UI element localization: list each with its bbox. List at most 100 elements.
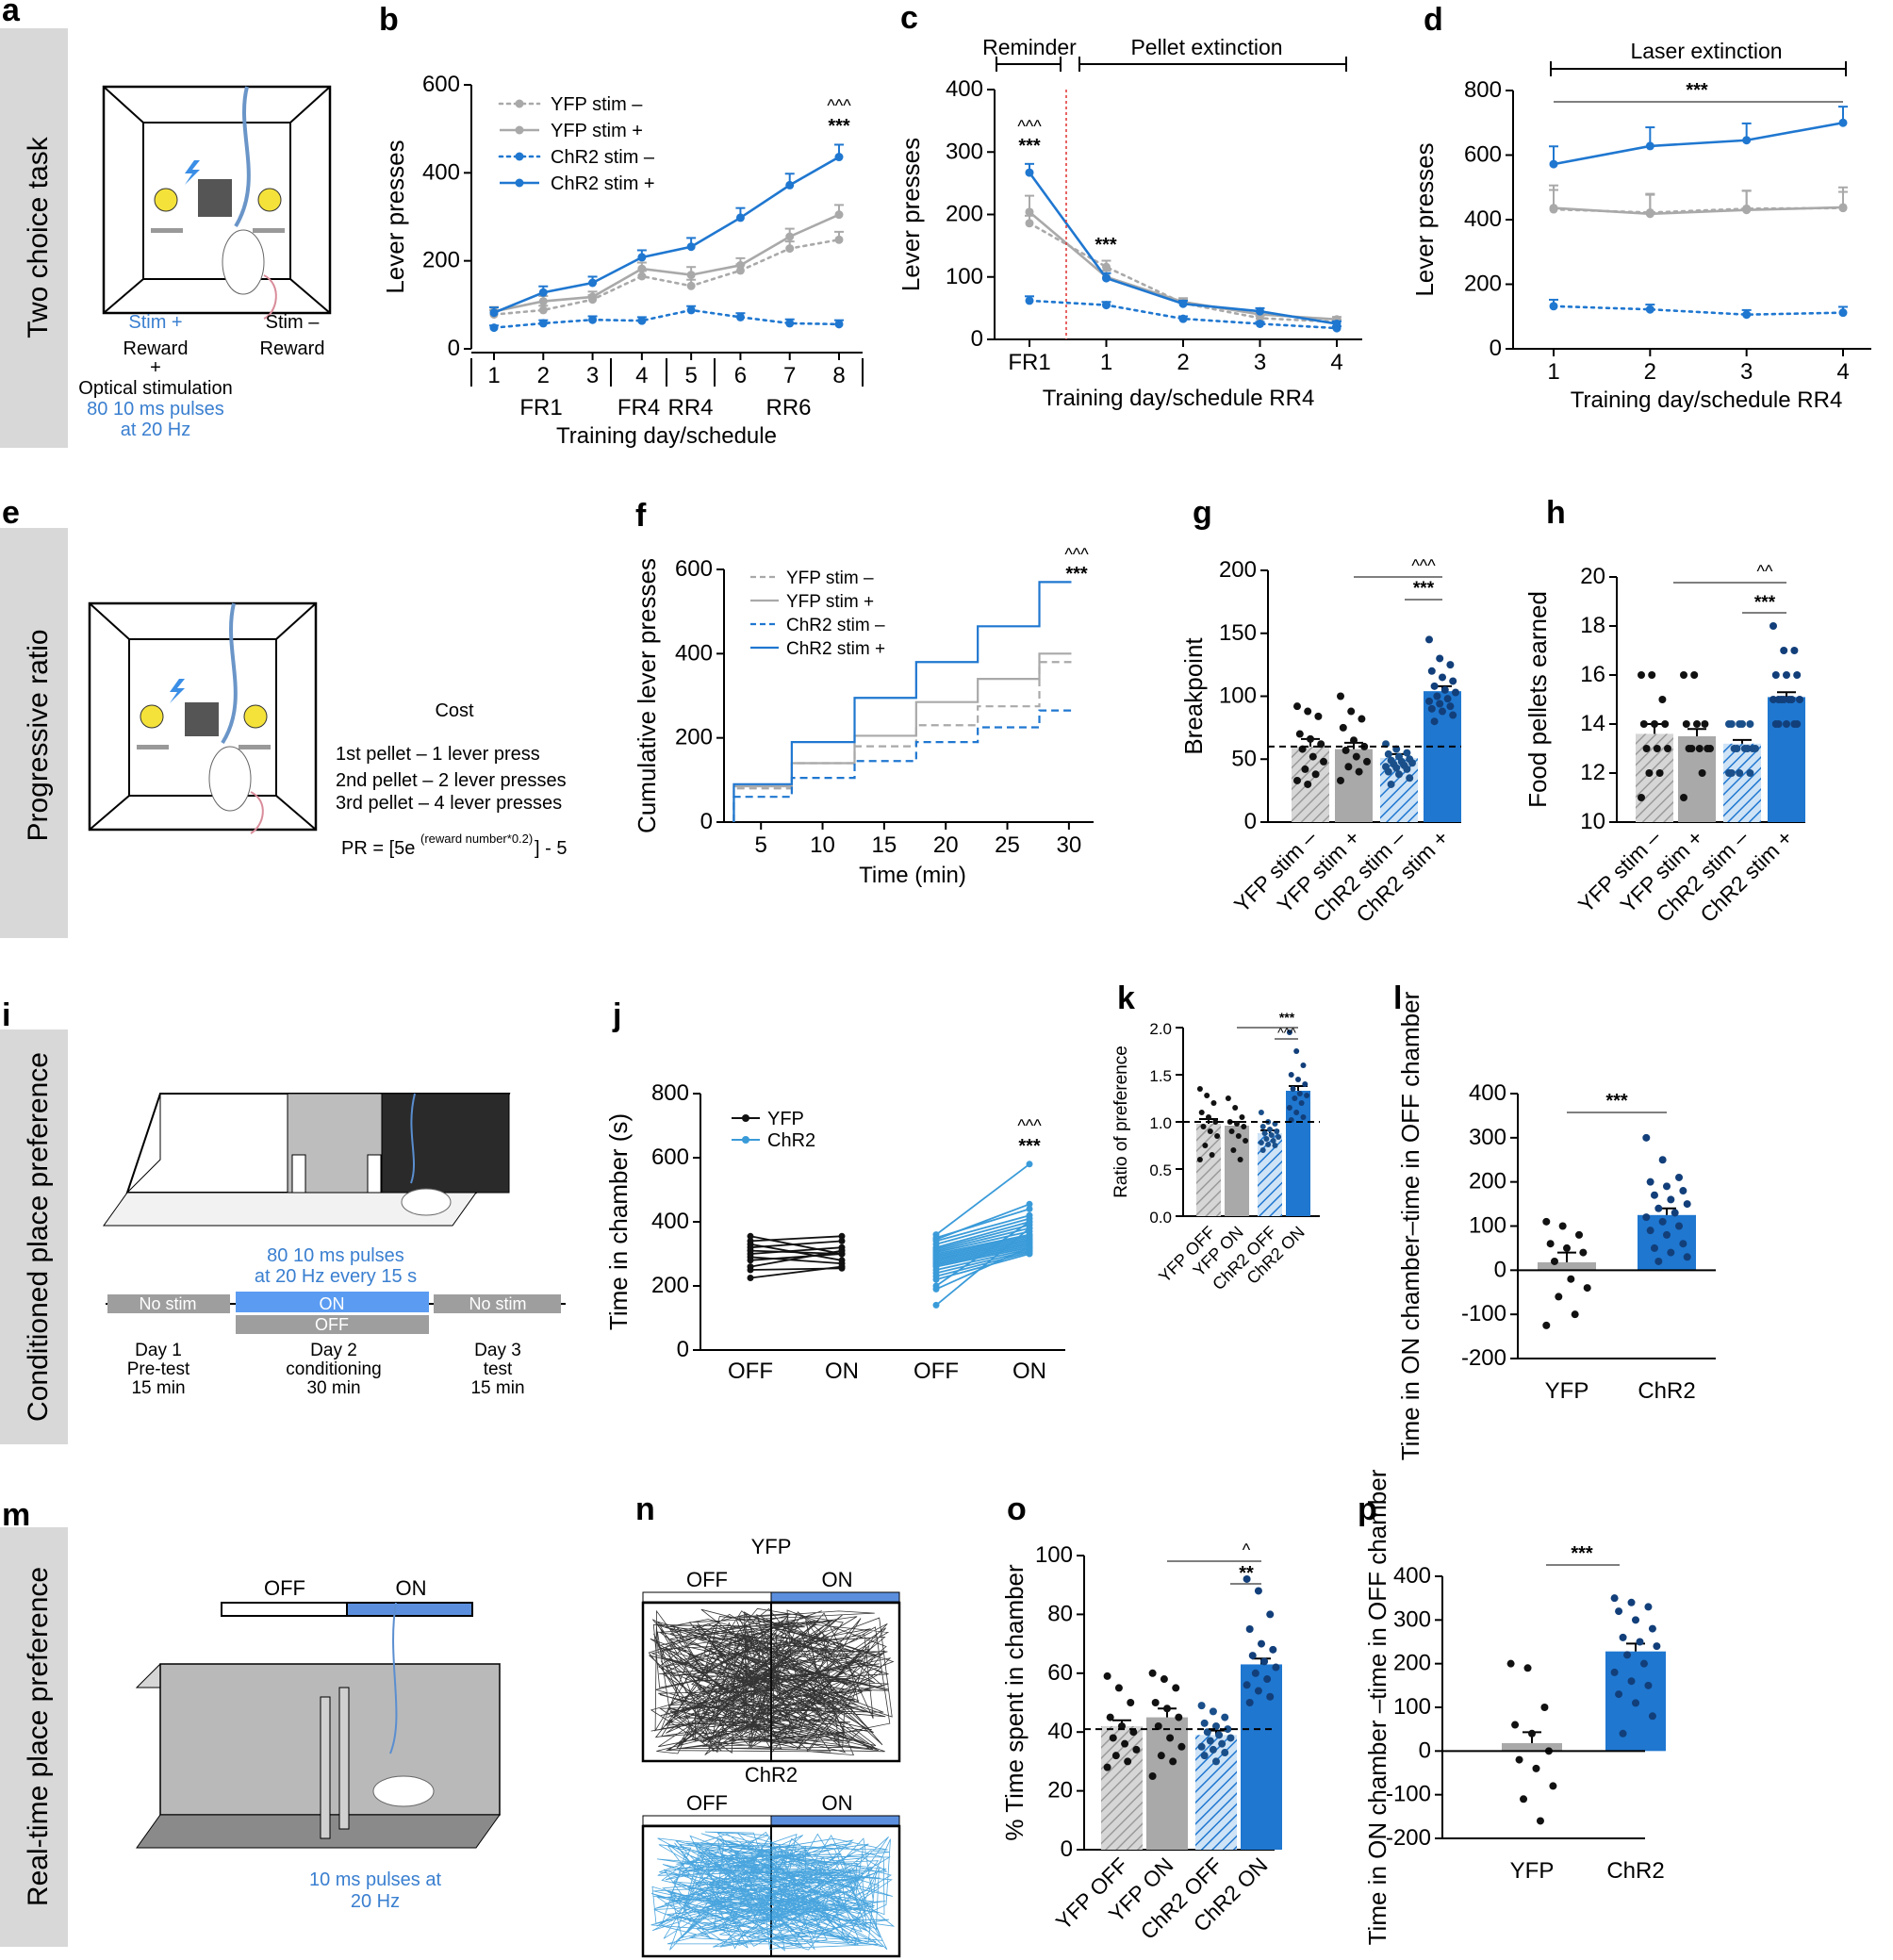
y-tick-label: -100 bbox=[1461, 1301, 1506, 1326]
data-point bbox=[686, 271, 696, 280]
x-tick-label: 7 bbox=[783, 363, 796, 388]
data-point bbox=[1265, 1142, 1272, 1147]
data-point bbox=[1175, 1713, 1183, 1721]
data-point bbox=[1358, 715, 1366, 723]
data-point bbox=[735, 213, 745, 222]
legend-label: YFP stim – bbox=[551, 94, 643, 115]
data-point bbox=[1293, 1048, 1300, 1054]
letter-d: d bbox=[1424, 2, 1443, 38]
data-point bbox=[1276, 1134, 1282, 1140]
series-line-ChR2stim bbox=[1553, 121, 1844, 166]
chr2-pair-line bbox=[935, 1233, 1030, 1255]
chart-b: 0 200 400 600 Lever presses 1 2 3 4 5 6 7 8 FR1 FR4 RR4… bbox=[381, 72, 864, 449]
legend-label: ChR2 stim + bbox=[551, 173, 655, 194]
data-point bbox=[1449, 677, 1457, 685]
x-tick-label: 2 bbox=[1644, 359, 1656, 385]
y-tick-label: 200 bbox=[422, 248, 460, 273]
data-point bbox=[1644, 1603, 1653, 1611]
data-point bbox=[1111, 1752, 1120, 1760]
data-point bbox=[1121, 1739, 1129, 1748]
y-axis-title: Time in ON chamber –time in OFF chamber bbox=[1363, 1469, 1391, 1945]
y-tick-label: 80 bbox=[1047, 1601, 1073, 1626]
y-tick-label: 100 bbox=[1035, 1542, 1073, 1568]
data-point bbox=[1230, 1147, 1237, 1153]
data-point bbox=[1701, 720, 1709, 728]
yfp-pair-line bbox=[749, 1253, 843, 1261]
data-point bbox=[1106, 1713, 1114, 1721]
x-tick-label: 3 bbox=[1740, 359, 1753, 385]
data-point bbox=[1178, 299, 1188, 308]
y-tick-label: 400 bbox=[946, 76, 983, 102]
y-tick-label: 18 bbox=[1580, 613, 1605, 638]
data-point bbox=[1272, 1663, 1280, 1672]
data-point bbox=[1682, 720, 1690, 728]
n-yfp-off: OFF bbox=[686, 1568, 728, 1591]
y-axis-title: Lever presses bbox=[1410, 142, 1439, 296]
legend-marker bbox=[515, 125, 524, 135]
x-tick-label: 5 bbox=[684, 363, 697, 388]
y-tick-label: 2.0 bbox=[1149, 1020, 1172, 1038]
y-tick-label: 0 bbox=[1244, 809, 1257, 834]
data-point bbox=[1290, 1086, 1296, 1092]
legend-marker bbox=[515, 99, 524, 108]
data-point bbox=[1679, 1187, 1687, 1195]
data-point bbox=[1687, 745, 1696, 752]
chr2-pair-line bbox=[935, 1224, 1030, 1250]
row-label-m: Real-time place preference bbox=[0, 1527, 68, 1947]
data-point bbox=[1102, 301, 1111, 310]
data-point bbox=[1221, 1749, 1229, 1757]
letter-b: b bbox=[379, 2, 399, 38]
data-point bbox=[1610, 1668, 1619, 1676]
e-cost-1: 1st pellet – 1 lever press bbox=[336, 744, 540, 765]
data-point bbox=[588, 278, 598, 288]
data-point bbox=[1443, 695, 1452, 703]
bar bbox=[1502, 1742, 1562, 1752]
y-tick-label: 0 bbox=[1419, 1738, 1431, 1763]
data-point bbox=[1342, 746, 1350, 754]
chr2-trace bbox=[650, 1831, 896, 1952]
data-point bbox=[1619, 1633, 1627, 1641]
data-point bbox=[1632, 1616, 1639, 1624]
data-point bbox=[1680, 671, 1687, 679]
data-point bbox=[1204, 1093, 1210, 1098]
data-point bbox=[1528, 1729, 1536, 1738]
step-series bbox=[733, 652, 1072, 822]
m-pulses-1: 10 ms pulses at bbox=[309, 1869, 442, 1890]
data-point bbox=[1698, 769, 1706, 777]
data-point bbox=[1228, 1128, 1235, 1134]
y-tick-label: 200 bbox=[1464, 272, 1502, 297]
data-point bbox=[1309, 752, 1317, 761]
data-point bbox=[1347, 707, 1356, 716]
data-point bbox=[1658, 1217, 1667, 1226]
data-point bbox=[1642, 745, 1651, 752]
x-tick-label: 2 bbox=[1177, 350, 1189, 375]
legend-label: YFP bbox=[767, 1109, 804, 1129]
data-point bbox=[1746, 769, 1754, 777]
yfp-point bbox=[838, 1232, 846, 1240]
data-point bbox=[1783, 720, 1790, 728]
data-point bbox=[1742, 206, 1752, 215]
data-point bbox=[1540, 1704, 1549, 1711]
data-point bbox=[1258, 1110, 1264, 1115]
data-point bbox=[1352, 752, 1360, 761]
panel-i-schematic: 80 10 ms pulses at 20 Hz every 15 s No s… bbox=[103, 1093, 566, 1398]
category-label: ChR2 bbox=[1606, 1858, 1664, 1884]
y-tick-label: 0 bbox=[700, 809, 713, 834]
data-point bbox=[1663, 1182, 1671, 1191]
data-point bbox=[1234, 1121, 1240, 1127]
bar bbox=[1723, 743, 1761, 822]
data-point bbox=[1648, 1712, 1656, 1721]
data-point bbox=[1304, 707, 1312, 716]
data-point bbox=[834, 235, 844, 244]
y-tick-label: 400 bbox=[651, 1209, 689, 1234]
y-tick-label: 0 bbox=[677, 1337, 689, 1362]
x-axis-title: Training day/schedule bbox=[556, 423, 777, 449]
data-point bbox=[1215, 1731, 1224, 1739]
data-point bbox=[1248, 1652, 1257, 1660]
data-point bbox=[1427, 704, 1436, 713]
m-off: OFF bbox=[264, 1576, 305, 1600]
e-formula-sup: (reward number*0.2) bbox=[420, 832, 533, 846]
data-point bbox=[1542, 1321, 1551, 1329]
